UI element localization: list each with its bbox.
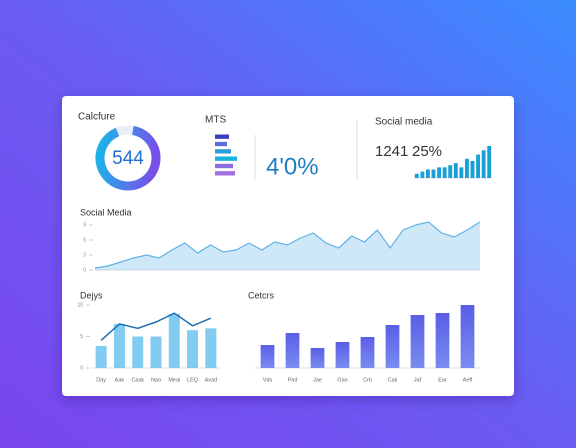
bar [205,328,217,368]
x-tick-label: Cask [131,377,144,383]
bar [113,323,125,368]
widget-title: MTS [205,115,226,126]
x-tick-label: Cak [388,377,398,383]
bar [435,313,450,368]
y-tick-label: 0 [80,365,83,371]
bar [215,149,231,154]
x-tick-label: LEQ [187,377,199,383]
bar [425,169,430,178]
bar [487,146,492,178]
donut-value: 544 [112,148,144,169]
big-value: 4'0% [266,153,319,180]
bar [464,158,469,178]
bar [459,167,464,178]
bar [481,150,486,178]
x-tick-label: Avad [205,377,217,383]
bar [215,134,229,139]
bar [150,336,162,368]
donut-ring [95,125,161,191]
x-tick-label: Meal [168,377,180,383]
y-tick-label: 9 [83,222,86,228]
x-tick-label: Ear [438,377,447,383]
bar [215,163,233,169]
bar [260,345,275,368]
y-tick-label: 10 [77,302,83,308]
bar [95,345,107,368]
x-tick-label: Pad [288,377,298,383]
x-tick-label: Vds [263,377,273,383]
widget-title: Calcfure [78,112,116,123]
percent: 25% [412,143,442,160]
count: 1241 [375,143,408,160]
bar [442,167,447,178]
bar [310,348,325,368]
bar [215,156,237,161]
bar [360,337,375,368]
area [95,222,480,270]
bar [187,330,199,368]
y-tick-label: 3 [83,252,86,258]
bar [132,336,144,368]
bar [285,333,300,368]
bar [385,325,400,368]
bar [420,171,425,178]
x-tick-label: Nao [151,377,161,383]
x-tick-label: Aeff [463,377,473,383]
widget-title: Social media [375,117,433,128]
bar [414,173,419,178]
bar [476,154,481,178]
y-tick-label: 0 [83,267,86,273]
x-tick-label: Gan [337,377,347,383]
bar [215,171,235,176]
bar [168,313,180,368]
bar [453,163,458,178]
bar [410,315,425,368]
x-tick-label: Day [96,377,106,383]
line [94,221,481,269]
bar [335,342,350,368]
x-tick-label: Jaf [414,377,422,383]
chart-title: Cetcrs [248,290,275,300]
bar [470,160,475,178]
bar [437,167,442,178]
bar [448,165,453,178]
x-tick-label: Crb [363,377,372,383]
line [100,312,212,341]
chart-title: Social Media [80,207,132,217]
bar [431,169,436,178]
bar [215,141,227,147]
chart-title: Dejys [80,290,103,300]
bar [460,305,475,368]
x-tick-label: Jae [313,377,322,383]
y-tick-label: 6 [83,237,86,243]
y-tick-label: 5 [80,334,83,340]
x-tick-label: Aak [115,377,125,383]
